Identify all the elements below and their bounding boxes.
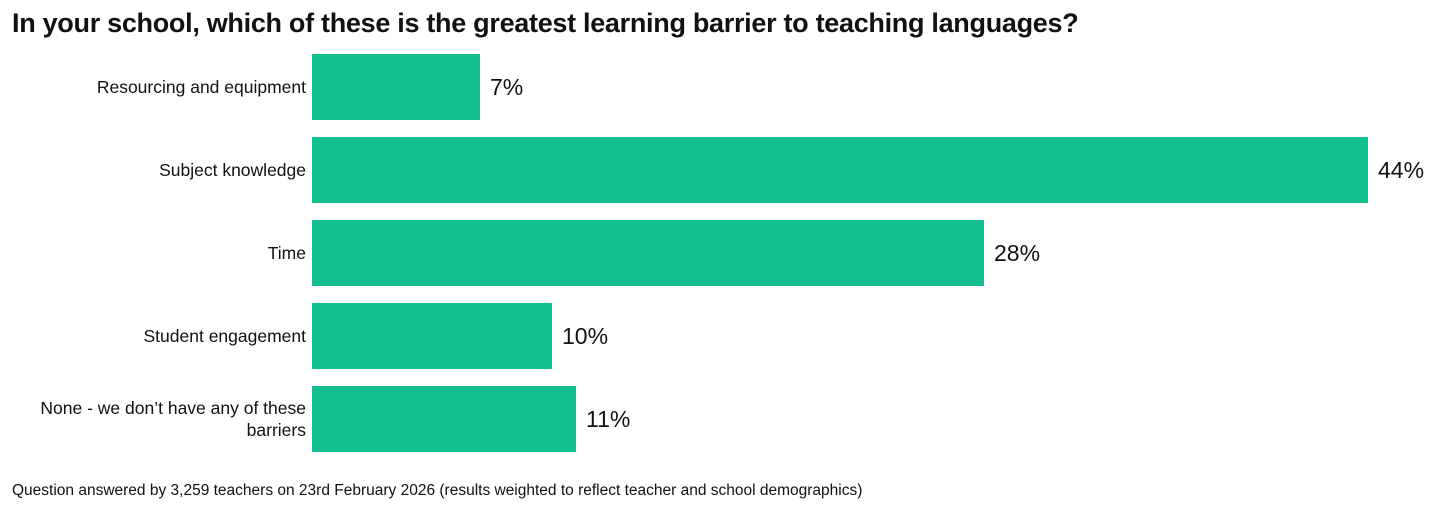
bar bbox=[312, 137, 1368, 203]
value-label: 44% bbox=[1378, 156, 1425, 183]
chart-title: In your school, which of these is the gr… bbox=[12, 8, 1079, 38]
bar bbox=[312, 54, 480, 120]
category-label: Time bbox=[267, 243, 306, 263]
category-label: None - we don’t have any of these barrie… bbox=[40, 398, 306, 440]
category-label: Subject knowledge bbox=[159, 160, 306, 180]
value-label: 28% bbox=[994, 239, 1041, 266]
value-label: 10% bbox=[562, 322, 609, 349]
value-label: 11% bbox=[586, 405, 631, 432]
bar bbox=[312, 303, 552, 369]
value-label: 7% bbox=[490, 73, 524, 100]
bar bbox=[312, 386, 576, 452]
bar bbox=[312, 220, 984, 286]
category-label: Resourcing and equipment bbox=[96, 77, 306, 97]
footnote: Question answered by 3,259 teachers on 2… bbox=[12, 482, 863, 499]
category-label: Student engagement bbox=[143, 326, 307, 346]
